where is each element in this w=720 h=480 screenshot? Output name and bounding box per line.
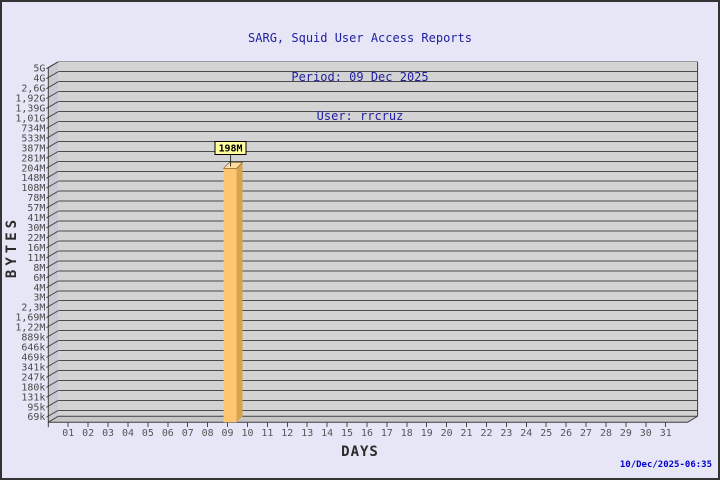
plot-floor [48,416,698,423]
y-tick-label: 341k [21,362,45,373]
y-tick-label: 2,3M [21,303,45,314]
bar [223,168,237,423]
x-tick-label: 30 [640,428,652,439]
x-tick-label: 04 [122,428,134,439]
x-tick-label: 08 [202,428,214,439]
x-tick-label: 10 [241,428,253,439]
x-tick-label: 05 [142,428,154,439]
x-tick-label: 25 [540,428,552,439]
x-tick-label: 26 [560,428,572,439]
y-tick-label: 148M [21,173,45,184]
x-tick-label: 21 [461,428,473,439]
y-tick-label: 1,01G [15,113,45,124]
y-tick-label: 57M [27,203,45,214]
plot-back-wall [58,61,698,417]
bar-top-face [222,162,244,169]
bar-value-label: 198M [219,143,243,154]
x-axis-title: DAYS [341,444,379,460]
x-tick-label: 23 [500,428,512,439]
y-tick-label: 30M [27,223,45,234]
x-tick-label: 17 [381,428,393,439]
x-tick-label: 18 [401,428,413,439]
axis-edge [687,415,698,423]
y-tick-label: 108M [21,183,45,194]
y-tick-label: 533M [21,133,45,144]
y-tick-label: 281M [21,153,45,164]
report-user: User: rrcruz [316,109,404,123]
y-tick-label: 1,92G [15,94,45,105]
y-tick-label: 3M [33,293,45,304]
y-tick-label: 387M [21,143,45,154]
x-tick-label: 27 [580,428,592,439]
x-tick-label: 13 [301,428,313,439]
y-tick-label: 6M [33,273,45,284]
x-tick-label: 03 [102,428,114,439]
y-tick-label: 889k [21,333,45,344]
x-tick-label: 02 [82,428,94,439]
y-tick-label: 95k [27,402,45,413]
x-tick-label: 24 [520,428,532,439]
x-tick-label: 01 [62,428,74,439]
x-tick-label: 31 [660,428,672,439]
y-tick-label: 4G [33,74,45,85]
y-tick-label: 16M [27,243,45,254]
x-tick-label: 06 [162,428,174,439]
generated-timestamp: 10/Dec/2025-06:35 [619,460,712,470]
y-tick-label: 1,69M [15,313,45,324]
y-tick-label: 469k [21,352,45,363]
x-tick-label: 22 [480,428,492,439]
y-tick-label: 204M [21,163,45,174]
axis-edge [48,61,59,69]
x-tick-label: 07 [182,428,194,439]
report-period: Period: 09 Dec 2025 [291,70,429,84]
y-tick-label: 247k [21,372,45,383]
y-tick-label: 22M [27,233,45,244]
y-tick-label: 11M [27,253,45,264]
x-tick-label: 12 [281,428,293,439]
x-tick-label: 16 [361,428,373,439]
y-tick-label: 78M [27,193,45,204]
y-tick-label: 41M [27,213,45,224]
y-tick-label: 1,22M [15,323,45,334]
x-tick-label: 20 [441,428,453,439]
x-tick-label: 14 [321,428,333,439]
chart-title-block: SARG, Squid User Access Reports Period: … [2,6,718,149]
y-tick-label: 69k [27,412,45,423]
x-tick-label: 11 [261,428,273,439]
y-tick-label: 4M [33,283,45,294]
x-tick-label: 28 [600,428,612,439]
bar-value-box [214,140,247,155]
y-tick-label: 131k [21,392,45,403]
x-tick-label: 15 [341,428,353,439]
y-tick-label: 646k [21,343,45,354]
x-tick-label: 19 [421,428,433,439]
y-tick-label: 2,6G [21,84,45,95]
y-tick-label: 1,39G [15,104,45,115]
axis-edge [48,415,59,423]
y-tick-label: 180k [21,382,45,393]
y-tick-label: 734M [21,123,45,134]
y-tick-label: 5G [33,64,45,75]
report-title: SARG, Squid User Access Reports [248,31,472,45]
x-tick-label: 09 [222,428,234,439]
y-tick-label: 8M [33,263,45,274]
x-tick-label: 29 [620,428,632,439]
y-axis-title: BYTES [4,215,20,279]
bar-side-face [236,162,243,423]
